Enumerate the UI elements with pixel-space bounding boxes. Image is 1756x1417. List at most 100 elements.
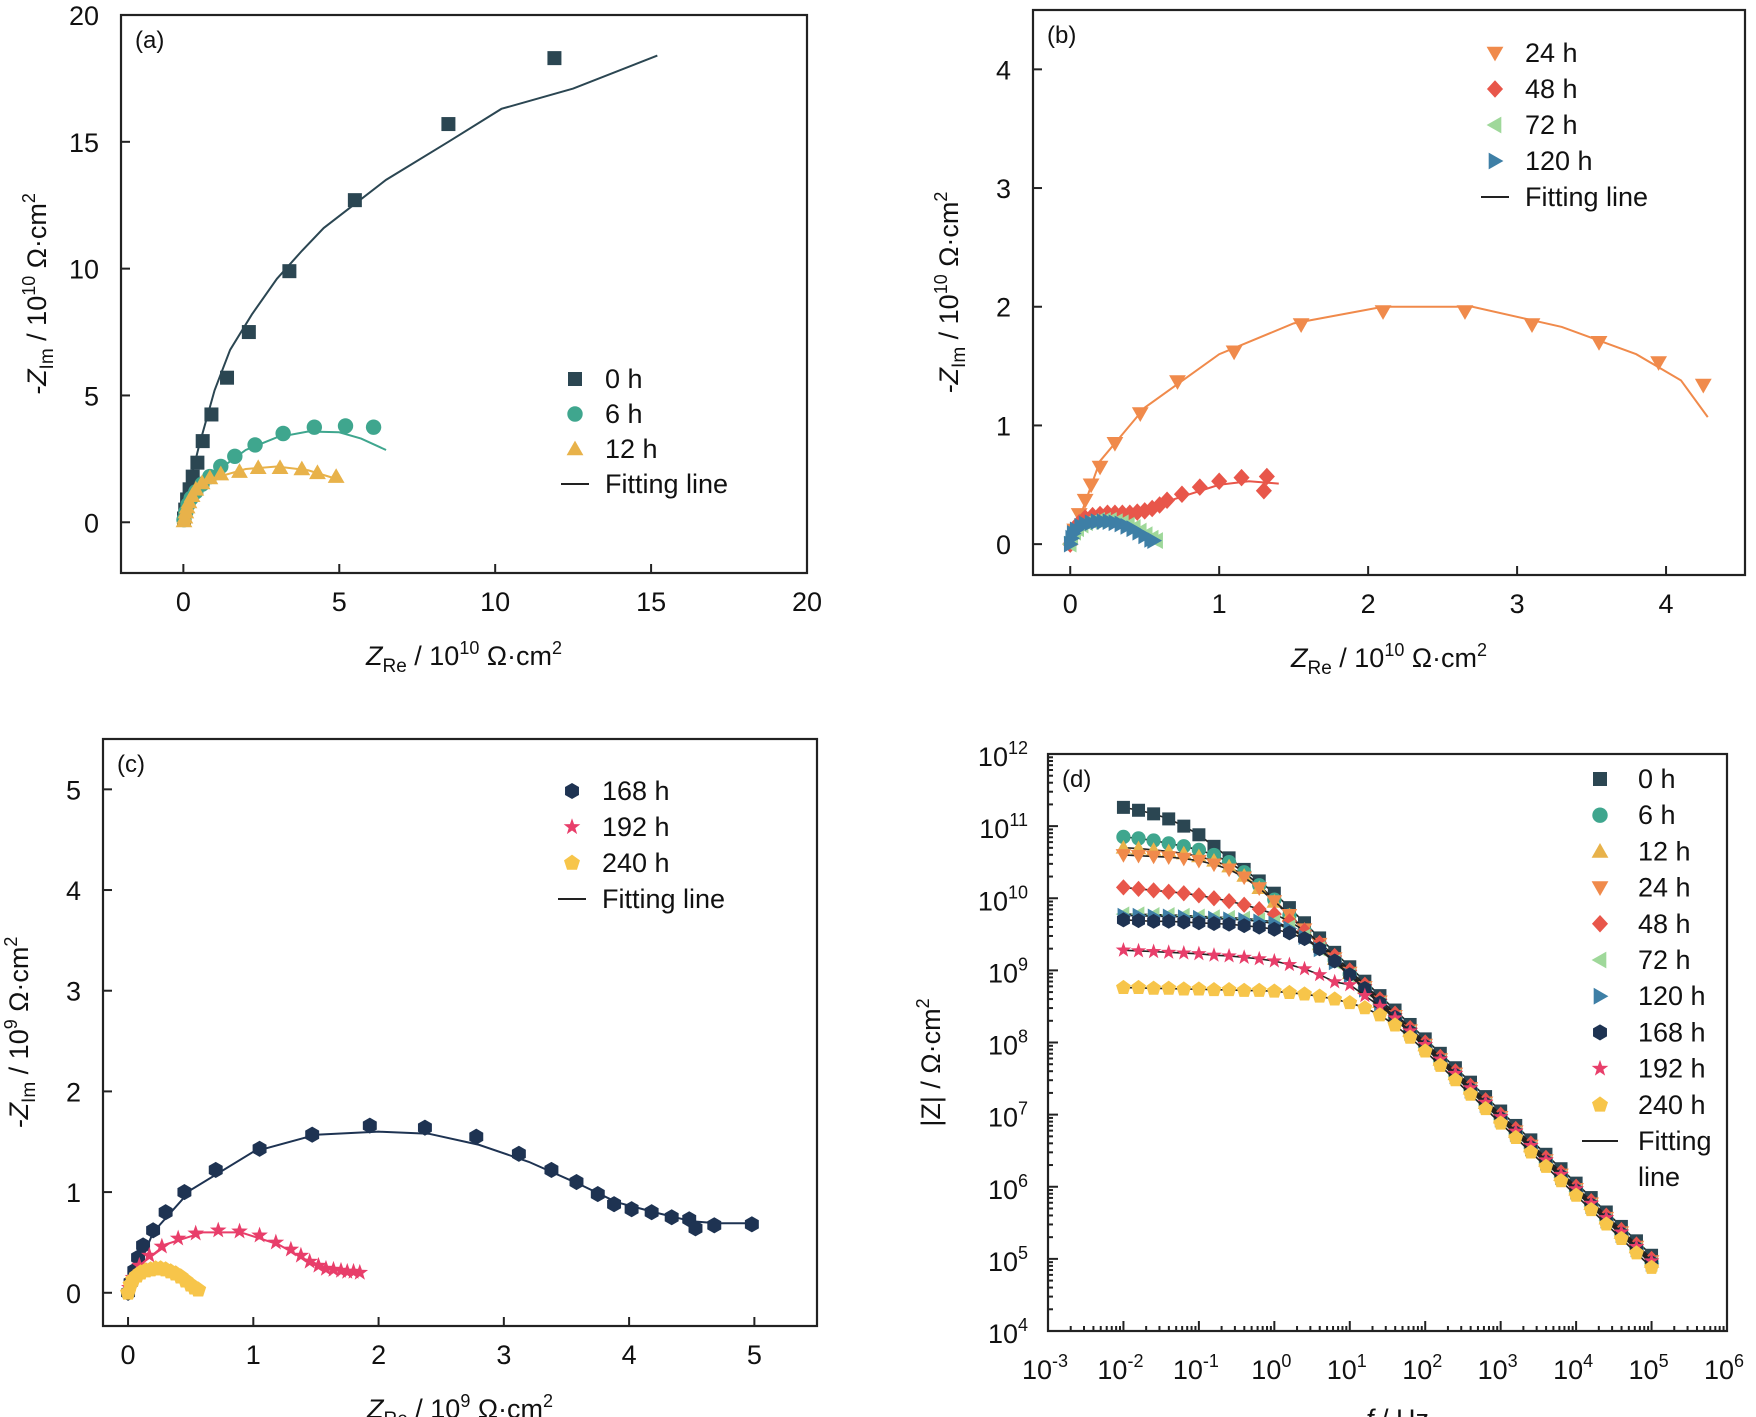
data-point	[1159, 491, 1176, 509]
data-point	[1132, 803, 1146, 817]
data-point	[1282, 984, 1297, 1000]
y-tick-label: 4	[996, 55, 1011, 85]
y-tick-label: 10	[69, 255, 99, 285]
data-point	[187, 1224, 205, 1241]
data-point	[744, 1216, 759, 1233]
data-point	[1173, 485, 1190, 504]
data-point	[293, 460, 311, 476]
y-axis-label: -ZIm / 1010 Ω·cm2	[19, 193, 58, 395]
x-axis-label: f / Hz	[1366, 1404, 1429, 1417]
data-point	[1147, 913, 1161, 929]
legend-marker	[1486, 46, 1504, 62]
data-point	[1251, 950, 1267, 966]
data-point	[1116, 912, 1130, 928]
series-240h	[120, 1260, 207, 1300]
data-point	[1076, 493, 1094, 509]
panel-label: (d)	[1062, 766, 1091, 793]
x-tick-label: 10	[480, 587, 510, 617]
data-point	[1312, 988, 1328, 1003]
data-point	[1191, 945, 1207, 961]
data-point	[1553, 1173, 1569, 1188]
data-point	[1342, 995, 1358, 1010]
data-point	[338, 1262, 356, 1279]
y-tick-label: 104	[988, 1315, 1028, 1349]
panel-b: 0 1 2 3 4 0 1 2 3 4 (b) ZRe / 1010 Ω·cm2 -ZIm / 1010…	[931, 8, 1747, 679]
data-point	[1136, 502, 1153, 520]
data-point	[1191, 887, 1207, 904]
data-point	[195, 434, 210, 449]
x-tick-label: 4	[1659, 589, 1674, 619]
data-point	[1116, 979, 1131, 994]
x-tick-label: 4	[622, 1340, 637, 1370]
x-tick-label: 102	[1402, 1351, 1442, 1385]
data-point	[1221, 863, 1237, 878]
legend-marker	[1591, 915, 1609, 933]
data-point	[1538, 1158, 1554, 1173]
data-point	[1146, 833, 1161, 848]
data-point	[158, 1204, 173, 1221]
data-point	[231, 1222, 248, 1239]
x-tick-label: 10-1	[1173, 1351, 1219, 1385]
data-point	[227, 448, 243, 465]
data-point	[306, 419, 323, 435]
data-point	[644, 1204, 659, 1221]
data-point	[169, 1229, 187, 1246]
y-tick-label: 108	[988, 1027, 1028, 1061]
data-point	[1417, 1043, 1433, 1058]
legend-fit-label: Fitting line	[605, 469, 728, 499]
data-point	[1508, 1129, 1524, 1145]
data-point	[1145, 850, 1162, 865]
y-tick-label: 2	[996, 293, 1011, 323]
data-point	[1145, 943, 1162, 959]
data-point	[664, 1209, 679, 1226]
y-tick-label: 109	[988, 954, 1028, 988]
legend-label: 48 h	[1525, 74, 1578, 104]
data-point	[1251, 882, 1268, 896]
y-axis-label: -ZIm / 109 Ω·cm2	[1, 937, 40, 1129]
legend-label: 72 h	[1638, 945, 1691, 975]
fit-line	[127, 1130, 755, 1294]
data-point	[327, 468, 345, 483]
legend-marker	[1592, 1096, 1608, 1112]
data-point	[1130, 942, 1147, 958]
data-point	[1115, 849, 1132, 863]
data-point	[1267, 921, 1281, 937]
y-tick-label: 106	[988, 1171, 1028, 1205]
y-tick-label: 1011	[979, 810, 1028, 844]
data-point	[351, 1263, 369, 1280]
legend-fit-label: Fitting line	[602, 884, 725, 914]
data-point	[247, 437, 263, 453]
legend-label: 240 h	[1638, 1090, 1706, 1120]
data-point	[1131, 407, 1149, 422]
y-tick-label: 0	[84, 508, 99, 538]
data-point	[1151, 496, 1168, 514]
data-point	[1343, 967, 1357, 983]
data-point	[1221, 947, 1237, 963]
data-point	[251, 1226, 268, 1243]
data-point	[1211, 472, 1228, 490]
data-point	[1147, 532, 1163, 549]
data-point	[252, 1140, 267, 1157]
legend-label: 192 h	[602, 812, 670, 842]
panel-c: 0 1 2 3 4 5 0 1 2 3 4 5 (c) ZRe / 109 Ω·cm2 -ZIm / 109…	[1, 737, 819, 1417]
data-point	[590, 1186, 605, 1203]
data-point	[1116, 829, 1131, 845]
data-point	[204, 407, 219, 422]
legend-fit-label: line	[1638, 1162, 1680, 1192]
series-12h	[175, 459, 345, 528]
data-point	[1298, 931, 1311, 947]
data-point	[1233, 468, 1250, 487]
data-point	[1130, 849, 1147, 864]
legend-label: 0 h	[605, 364, 643, 394]
x-tick-label: 15	[636, 587, 666, 617]
legend-label: 48 h	[1638, 909, 1691, 939]
y-tick-label: 0	[996, 530, 1011, 560]
y-axis-label: |Z| / Ω·cm2	[913, 998, 946, 1126]
data-point	[1402, 1029, 1418, 1044]
y-tick-label: 1010	[978, 882, 1028, 916]
data-point	[1598, 1216, 1614, 1231]
data-point	[1091, 505, 1109, 524]
data-point	[1523, 318, 1541, 333]
legend-label: 24 h	[1525, 38, 1578, 68]
